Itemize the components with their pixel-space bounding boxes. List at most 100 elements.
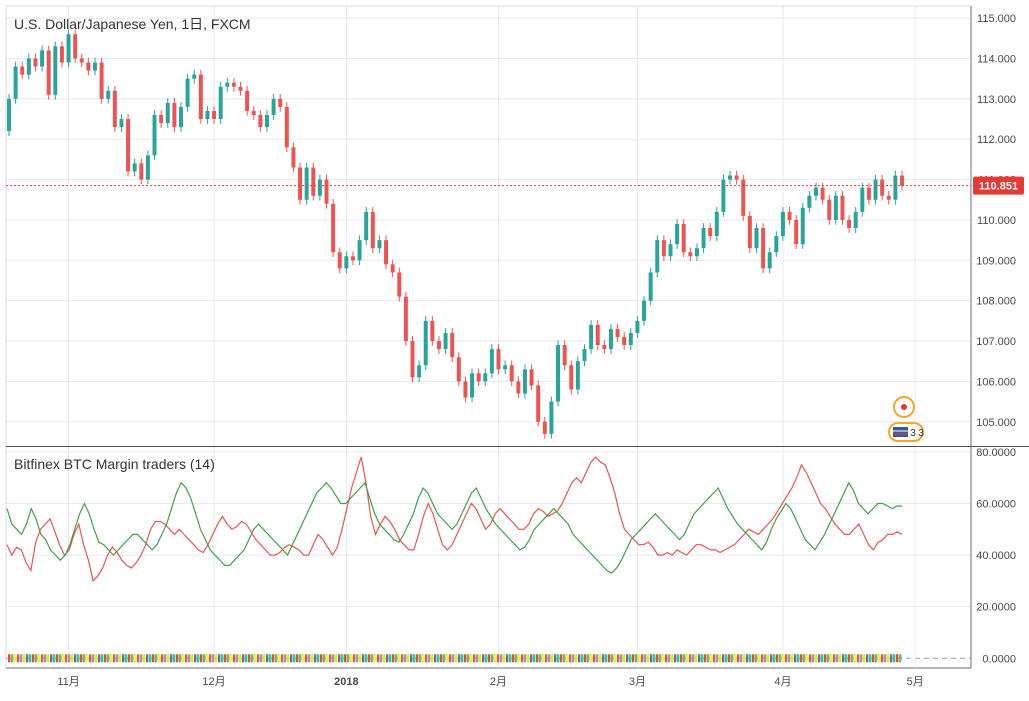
candle-body: [86, 62, 91, 71]
candle-body: [681, 223, 686, 253]
signal-strip-segment: [548, 654, 551, 663]
candle-body: [476, 373, 481, 382]
signal-strip-segment: [767, 654, 770, 663]
signal-strip-segment: [119, 654, 122, 663]
signal-strip-segment: [374, 654, 377, 663]
signal-strip-segment: [632, 654, 635, 663]
signal-strip-segment: [53, 654, 56, 663]
candle-body: [734, 175, 739, 180]
signal-strip-segment: [14, 654, 17, 663]
event-count-suffix: 3: [918, 428, 924, 439]
candle-body: [483, 373, 488, 382]
signal-strip-segment: [389, 654, 392, 663]
candle-body: [145, 155, 150, 180]
signal-strip-segment: [503, 654, 506, 663]
price-axis-tick-label: 106.000: [976, 376, 1016, 388]
signal-strip-segment: [770, 654, 773, 663]
signal-strip-segment: [161, 654, 164, 663]
signal-strip-segment: [245, 654, 248, 663]
signal-strip-segment: [806, 654, 809, 663]
signal-strip-segment: [821, 654, 824, 663]
signal-strip-segment: [395, 654, 398, 663]
price-chart-title: U.S. Dollar/Japanese Yen, 1日, FXCM: [14, 16, 251, 32]
candle-body: [628, 332, 633, 346]
signal-strip-segment: [293, 654, 296, 663]
candle-body: [66, 34, 71, 63]
signal-strip-segment: [101, 654, 104, 663]
indicator-axis-tick-label: 60.0000: [976, 498, 1016, 510]
candle-body: [165, 102, 170, 124]
candle-body: [179, 106, 183, 128]
signal-strip-segment: [668, 654, 671, 663]
signal-strip-segment: [251, 654, 254, 663]
signal-strip-segment: [104, 654, 107, 663]
signal-strip-segment: [479, 654, 482, 663]
signal-strip-segment: [635, 654, 638, 663]
signal-strip-segment: [221, 654, 224, 663]
signal-strip-segment: [665, 654, 668, 663]
candle-body: [159, 114, 164, 124]
signal-strip-segment: [419, 654, 422, 663]
us-flag-icon: [893, 427, 908, 437]
candle-body: [642, 300, 647, 321]
signal-strip-segment: [602, 654, 605, 663]
candle-body: [364, 211, 369, 241]
signal-strip-segment: [332, 654, 335, 663]
signal-strip-segment: [164, 654, 167, 663]
signal-strip-segment: [215, 654, 218, 663]
signal-strip-segment: [407, 654, 410, 663]
signal-strip-segment: [572, 654, 575, 663]
candle-body: [741, 179, 746, 216]
signal-strip-segment: [257, 654, 260, 663]
signal-strip-segment: [11, 654, 14, 663]
signal-strip-segment: [422, 654, 425, 663]
signal-strip-segment: [467, 654, 470, 663]
signal-strip-segment: [689, 654, 692, 663]
candle-body: [549, 401, 554, 434]
signal-strip-segment: [848, 654, 851, 663]
signal-strip-segment: [179, 654, 182, 663]
signal-strip-segment: [698, 654, 701, 663]
signal-strip-segment: [794, 654, 797, 663]
signal-strip-segment: [485, 654, 488, 663]
candle-body: [747, 215, 752, 249]
candle-body: [331, 203, 336, 253]
signal-strip-segment: [731, 654, 734, 663]
candle-body: [714, 211, 719, 237]
candle-body: [79, 58, 84, 63]
signal-strip-segment: [152, 654, 155, 663]
candle-body: [13, 66, 18, 99]
signal-strip-segment: [686, 654, 689, 663]
signal-strip-segment: [647, 654, 650, 663]
candle-body: [787, 211, 792, 220]
signal-strip-segment: [185, 654, 188, 663]
signal-strip-segment: [683, 654, 686, 663]
signal-strip-segment: [326, 654, 329, 663]
signal-strip-segment: [35, 654, 38, 663]
candle-body: [311, 167, 316, 196]
signal-strip-segment: [353, 654, 356, 663]
signal-strip-segment: [533, 654, 536, 663]
signal-strip-segment: [785, 654, 788, 663]
signal-strip-segment: [83, 654, 86, 663]
signal-strip-segment: [644, 654, 647, 663]
signal-strip-segment: [761, 654, 764, 663]
price-axis-tick-label: 110.000: [977, 215, 1016, 227]
candle-body: [106, 90, 111, 99]
time-axis-tick-label: 5月: [907, 676, 924, 688]
candle-body: [536, 385, 541, 422]
candle-body: [833, 195, 838, 220]
signal-strip-segment: [740, 654, 743, 663]
candle-body: [185, 78, 190, 107]
signal-strip-segment: [368, 654, 371, 663]
signal-strip-segment: [464, 654, 467, 663]
signal-strip-segment: [128, 654, 131, 663]
signal-strip-segment: [872, 654, 875, 663]
candle-body: [212, 110, 217, 120]
candle-body: [860, 187, 865, 212]
signal-strip-segment: [677, 654, 680, 663]
signal-strip-segment: [893, 654, 896, 663]
signal-strip-segment: [188, 654, 191, 663]
candle-body: [516, 381, 521, 394]
